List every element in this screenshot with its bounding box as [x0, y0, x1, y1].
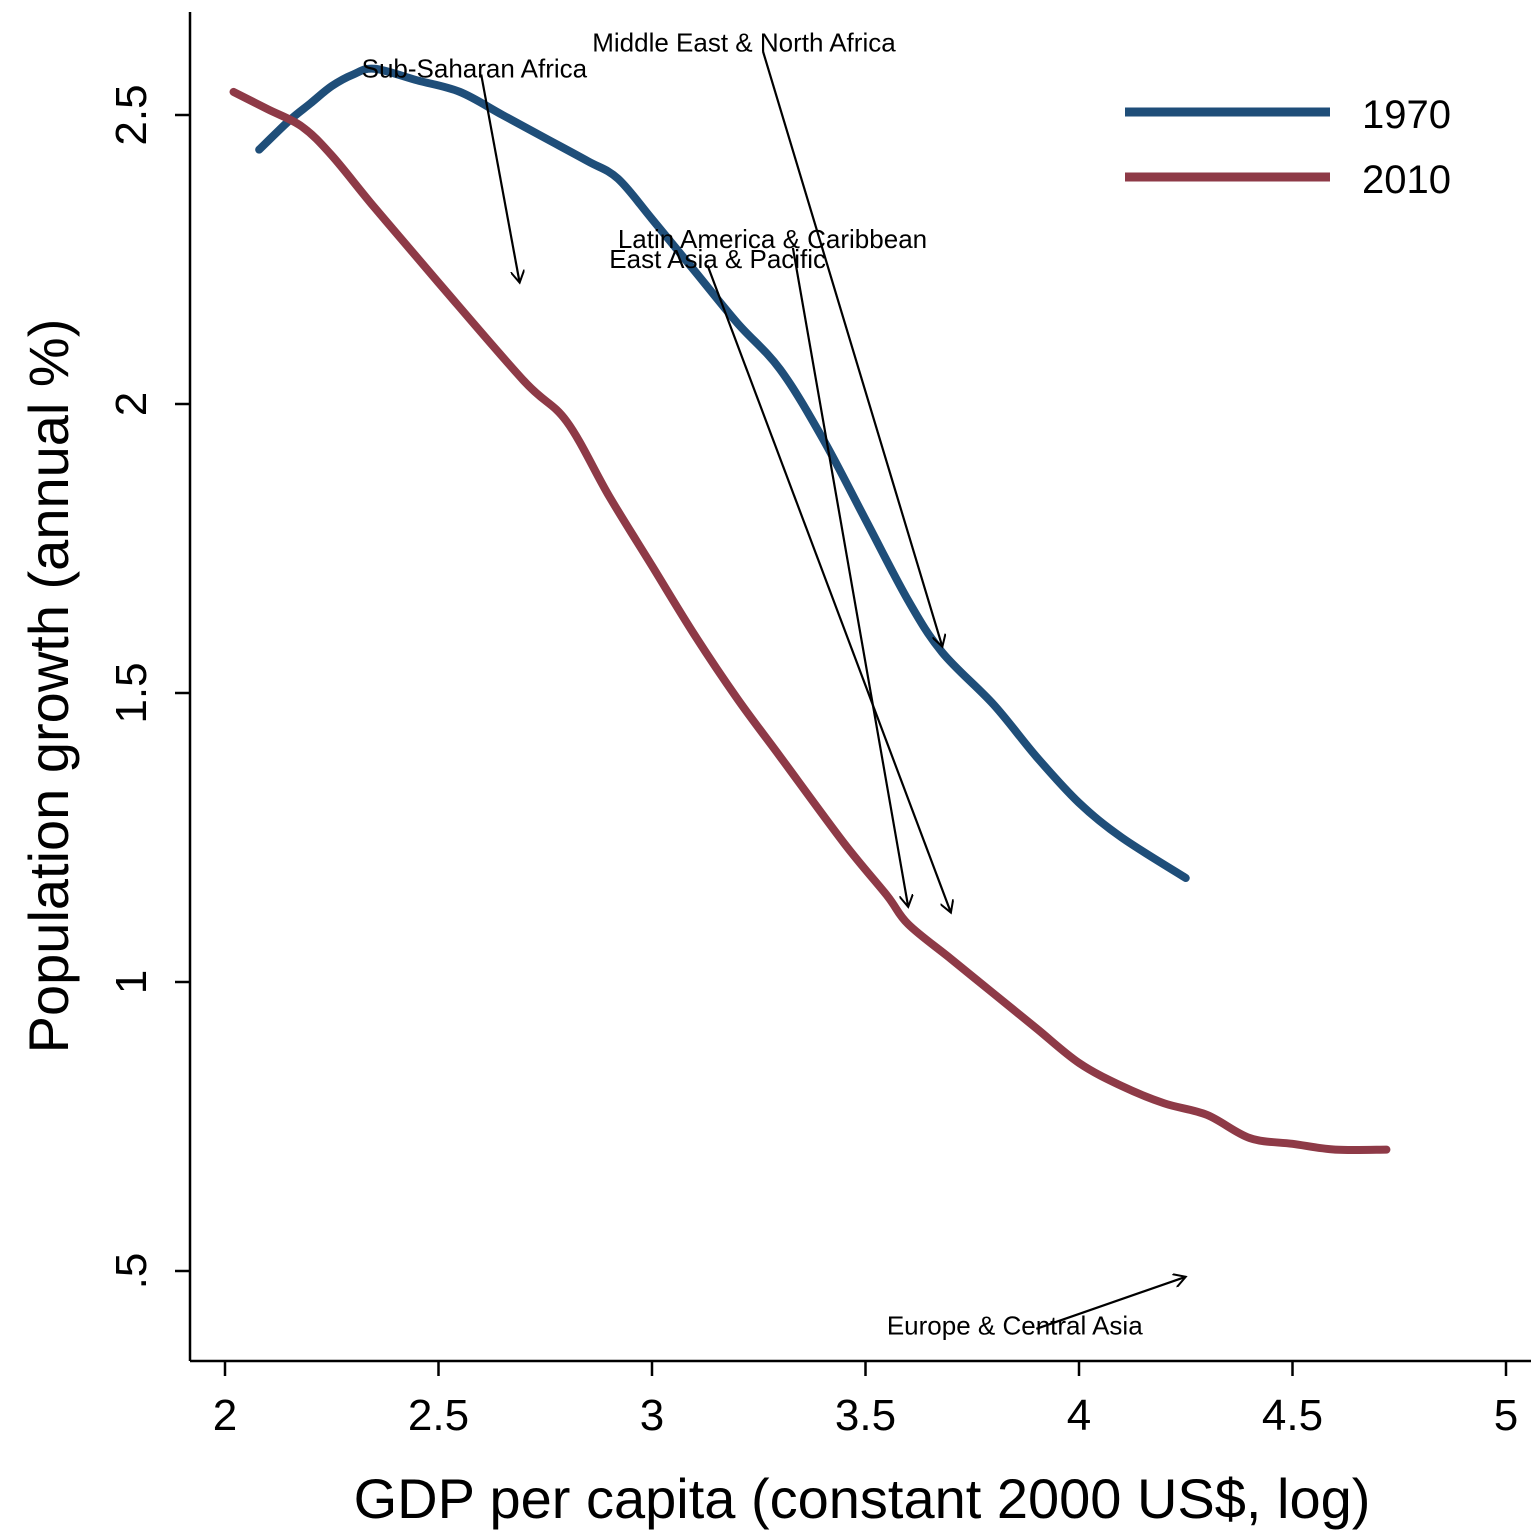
- annotation-label: Latin America & Caribbean: [618, 224, 927, 254]
- x-tick-label: 2: [213, 1391, 237, 1440]
- y-tick-label: 1: [107, 970, 156, 994]
- annotation-arrow: [1035, 1277, 1185, 1330]
- annotation-arrow: [761, 51, 942, 646]
- x-tick-label: 4: [1067, 1391, 1091, 1440]
- x-tick-label: 5: [1494, 1391, 1518, 1440]
- y-ticks: .5 1 1.5 2 2.5: [107, 84, 190, 1289]
- annotation-label: East Asia & Pacific: [609, 244, 826, 274]
- annotation-arrow: [480, 74, 519, 283]
- y-tick-label: 2.5: [107, 84, 156, 145]
- annotation-label: Europe & Central Asia: [887, 1311, 1143, 1341]
- series-line-1970: [255, 64, 1190, 882]
- legend: 1970 2010: [1125, 93, 1451, 202]
- legend-label-1970: 1970: [1362, 93, 1451, 137]
- y-tick-label: .5: [107, 1253, 156, 1290]
- y-tick-label: 1.5: [107, 662, 156, 723]
- y-axis-title: Population growth (annual %): [17, 319, 80, 1054]
- x-axis-title: GDP per capita (constant 2000 US$, log): [354, 1467, 1371, 1530]
- annotation-arrow: [706, 264, 951, 912]
- x-tick-label: 4.5: [1262, 1391, 1323, 1440]
- y-tick-label: 2: [107, 392, 156, 416]
- series-line-2010: [229, 87, 1391, 1155]
- legend-label-2010: 2010: [1362, 158, 1451, 202]
- x-tick-label: 3.5: [835, 1391, 896, 1440]
- annotation-arrow: [791, 247, 908, 907]
- annotation-label: Sub-Saharan Africa: [362, 53, 588, 83]
- x-tick-label: 2.5: [408, 1391, 469, 1440]
- annotation-label: Middle East & North Africa: [592, 27, 896, 57]
- series-layer: [229, 64, 1391, 1155]
- x-tick-label: 3: [640, 1391, 664, 1440]
- x-ticks: 2 2.5 3 3.5 4 4.5 5: [213, 1361, 1518, 1440]
